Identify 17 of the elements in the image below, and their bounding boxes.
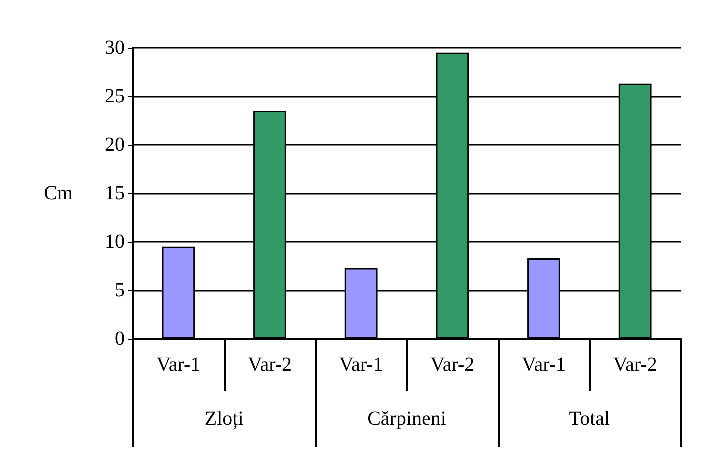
- y-tick-label: 30: [105, 37, 125, 59]
- x-tick-label: Var-2: [613, 354, 658, 376]
- y-tick-label: 10: [105, 231, 125, 253]
- y-tick-label: 15: [105, 182, 125, 204]
- x-tick-label: Var-1: [339, 354, 384, 376]
- y-tick-label: 20: [105, 134, 125, 156]
- text: Total: [569, 408, 611, 430]
- y-tick-label: 25: [105, 86, 125, 108]
- x-tick-label: Var-1: [522, 354, 566, 376]
- x-tick-label: Var-1: [156, 354, 201, 376]
- x-tick-label: Var-2: [248, 354, 292, 376]
- text: Zloți: [204, 408, 244, 430]
- y-axis-title: Cm: [44, 182, 74, 204]
- y-tick-label: 0: [115, 328, 125, 350]
- x-tick-label: Var-2: [430, 354, 475, 376]
- text: Cărpineni: [368, 408, 447, 430]
- y-tick-label: 5: [115, 280, 125, 302]
